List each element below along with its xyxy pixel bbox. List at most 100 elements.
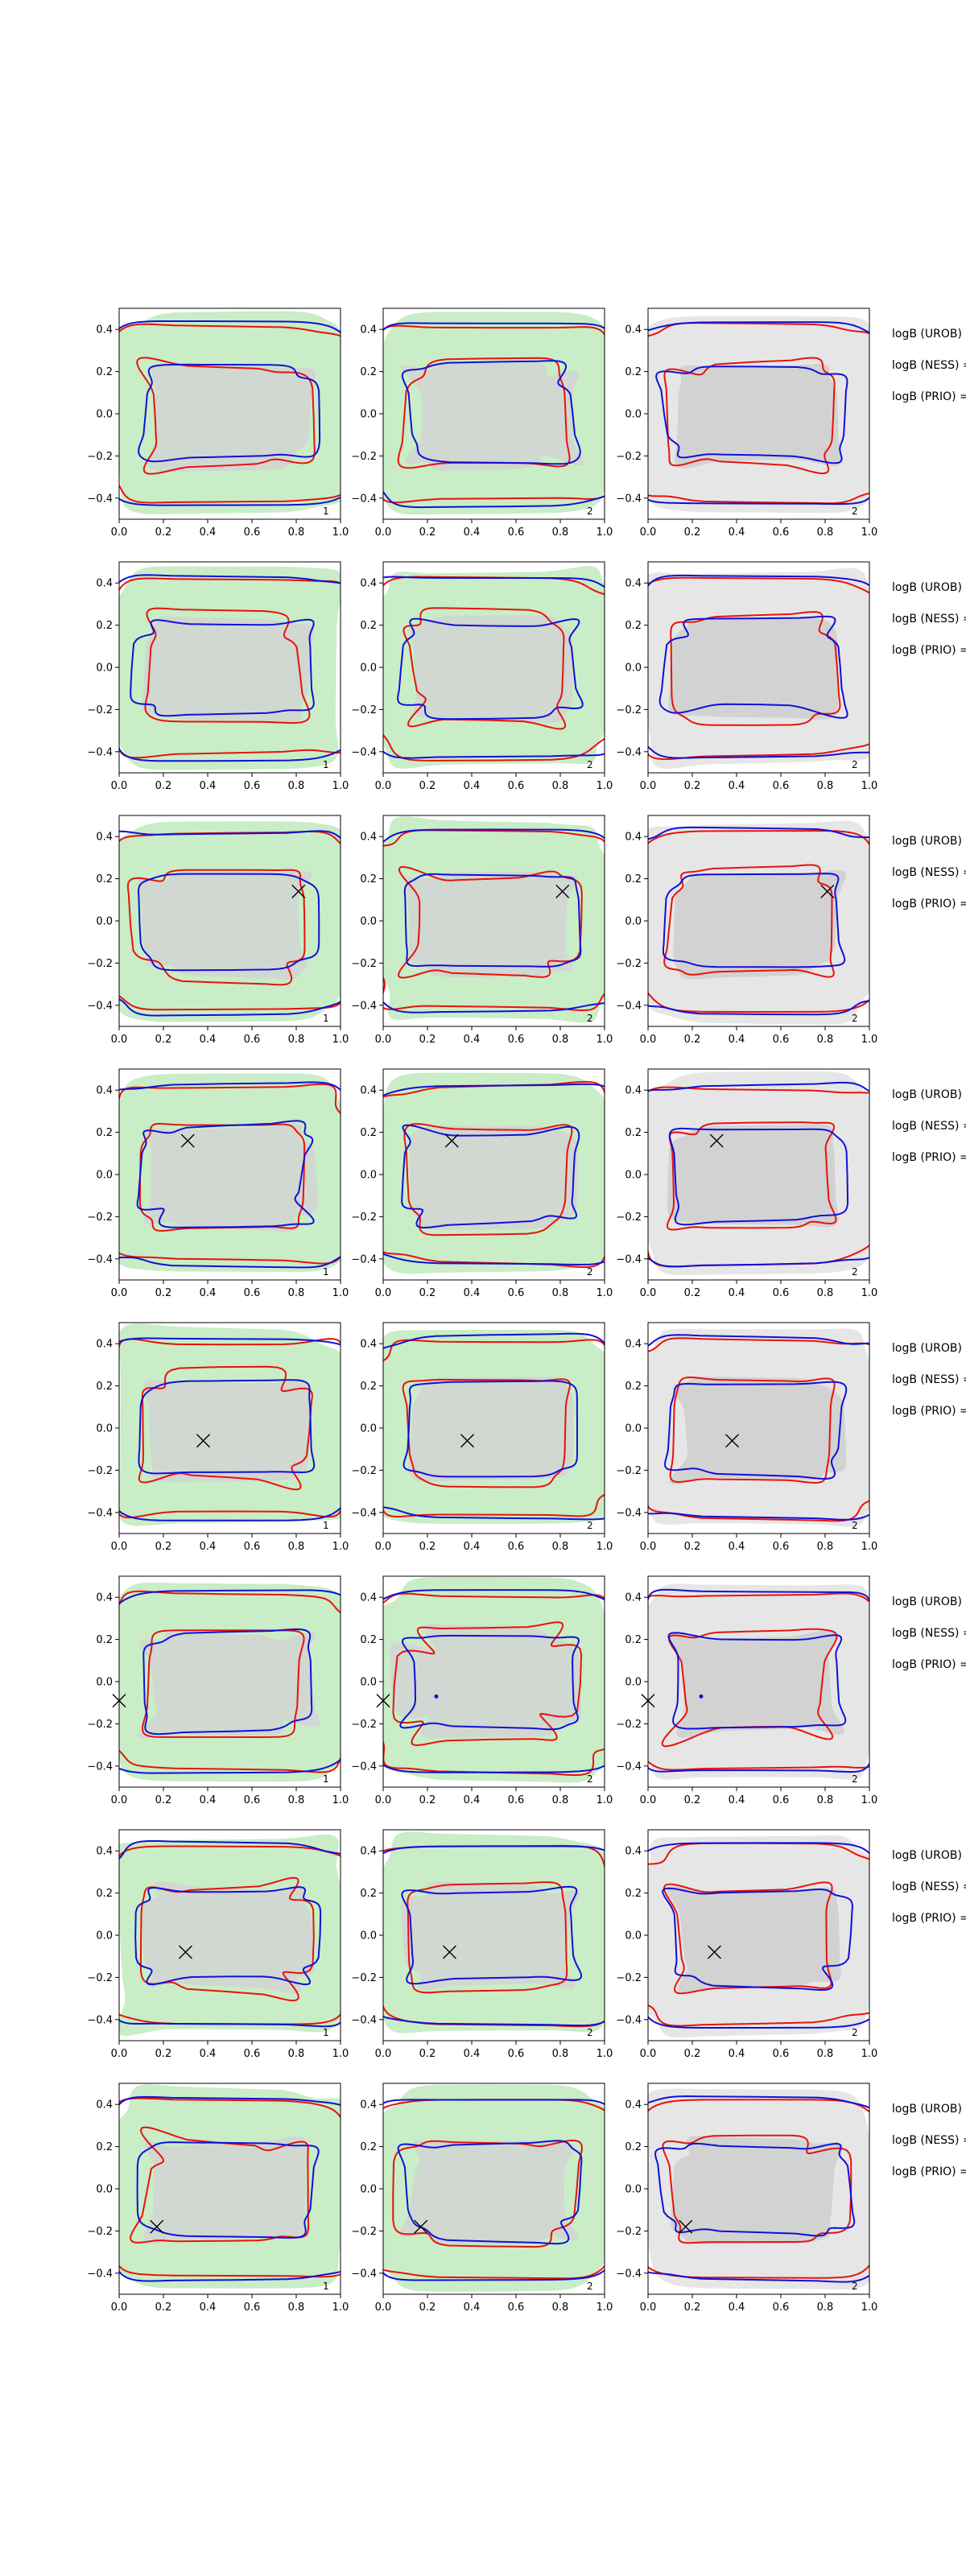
red-inner-contour <box>142 1629 305 1738</box>
x-tick-label: 1.0 <box>597 1034 613 1046</box>
panel-r5-c2: 2 0.0 0.2 0.4 0.6 0.8 1.0 0.4 0.2 0.0 −0.2 −0.4 <box>351 1322 613 1553</box>
x-tick-label: 0.4 <box>464 2301 481 2314</box>
x-tick-label: 0.0 <box>111 2048 128 2060</box>
blue-inner-contour <box>668 1127 849 1226</box>
inner-density-region <box>408 1377 574 1483</box>
panel-number: 2 <box>852 2027 858 2038</box>
panel-r8-c2: 2 0.0 0.2 0.4 0.6 0.8 1.0 0.4 0.2 0.0 −0.2 −0.4 <box>351 2083 613 2314</box>
logb-label: logB (UROB) = <box>892 1596 966 1608</box>
blue-inner-contour <box>397 2140 583 2245</box>
y-tick-label: −0.2 <box>616 1719 642 1731</box>
logb-label: logB (NESS) = <box>892 1880 966 1893</box>
x-tick-label: 1.0 <box>861 526 878 539</box>
y-tick-label: 0.4 <box>625 1846 642 1858</box>
x-tick-label: 0.8 <box>288 1034 305 1046</box>
inner-density-region <box>675 363 841 469</box>
red-inner-contour <box>666 1121 837 1231</box>
x-tick-label: 0.4 <box>200 1287 217 1299</box>
y-tick-label: 0.2 <box>360 1634 377 1646</box>
x-tick-label: 0.8 <box>288 780 305 792</box>
y-tick-label: 0.4 <box>360 1592 377 1604</box>
red-outer-contour <box>119 831 341 1011</box>
row-label-group: logB (UROB) = logB (NESS) = logB (PRIO) = <box>892 581 966 657</box>
x-tick-label: 0.2 <box>155 1541 172 1553</box>
x-tick-label: 0.6 <box>244 2301 261 2314</box>
x-tick-label: 0.0 <box>640 1034 657 1046</box>
row-label-group: logB (UROB) = logB (NESS) = logB (PRIO) = <box>892 1849 966 1925</box>
inner-density-region <box>143 1123 317 1232</box>
y-tick-label: 0.4 <box>96 1846 113 1858</box>
x-tick-label: 0.0 <box>640 1287 657 1299</box>
y-tick-label: 0.0 <box>96 916 113 928</box>
x-tick-label: 0.6 <box>244 1794 261 1806</box>
x-tick-label: 0.2 <box>684 780 701 792</box>
red-outer-contour <box>648 1842 869 2027</box>
x-marker <box>414 2219 428 2234</box>
x-tick-label: 0.2 <box>684 526 701 539</box>
x-tick-label: 0.2 <box>684 1287 701 1299</box>
y-tick-label: 0.4 <box>96 2099 113 2112</box>
blue-inner-contour <box>136 2141 320 2239</box>
x-tick-label: 0.0 <box>640 2301 657 2314</box>
panel-r7-c3: 2 0.0 0.2 0.4 0.6 0.8 1.0 0.4 0.2 0.0 −0.2 −0.4 <box>616 1829 877 2060</box>
y-tick-label: 0.2 <box>360 1127 377 1139</box>
panel-number: 1 <box>323 1266 329 1278</box>
y-tick-label: −0.2 <box>351 1719 377 1731</box>
x-marker <box>725 1434 739 1448</box>
blue-outer-contour <box>383 576 605 759</box>
x-tick-label: 0.0 <box>111 2301 128 2314</box>
blue-outer-contour <box>119 1081 341 1269</box>
inner-density-region <box>399 2140 580 2244</box>
y-tick-label: −0.2 <box>351 958 377 970</box>
y-tick-label: −0.2 <box>616 958 642 970</box>
logb-label: logB (NESS) = <box>892 2134 966 2147</box>
panel-number: 2 <box>852 759 858 770</box>
x-tick-label: 0.0 <box>640 526 657 539</box>
blue-outer-contour <box>648 574 869 759</box>
blue-outer-contour <box>119 1589 341 1774</box>
y-tick-label: −0.2 <box>87 451 113 463</box>
y-tick-label: −0.2 <box>351 1972 377 1984</box>
inner-density-region <box>671 2136 844 2244</box>
x-tick-label: 0.0 <box>375 526 392 539</box>
y-tick-label: −0.4 <box>351 1000 377 1012</box>
x-tick-label: 0.8 <box>288 1794 305 1806</box>
x-tick-label: 0.6 <box>244 1034 261 1046</box>
blue-outer-contour <box>119 1839 341 2028</box>
logb-label: logB (PRIO) = <box>892 1405 966 1418</box>
y-tick-label: 0.2 <box>360 1888 377 1900</box>
y-tick-label: 0.4 <box>625 1085 642 1097</box>
x-tick-label: 0.4 <box>464 1541 481 1553</box>
y-tick-label: 0.2 <box>360 366 377 378</box>
blue-outer-contour <box>119 1337 341 1521</box>
red-outer-contour <box>648 576 869 761</box>
panel-number: 2 <box>587 1266 593 1278</box>
blue-outer-contour <box>648 2095 869 2283</box>
y-tick-label: −0.4 <box>87 2014 113 2026</box>
x-tick-label: 0.8 <box>817 1541 834 1553</box>
y-tick-label: 0.4 <box>96 832 113 844</box>
blue-outer-contour <box>383 1589 605 1773</box>
blue-inner-contour <box>138 1379 316 1475</box>
x-tick-label: 0.4 <box>200 1541 217 1553</box>
y-tick-label: −0.2 <box>616 2226 642 2238</box>
x-tick-label: 0.8 <box>552 1034 569 1046</box>
panel-r8-c1: 1 0.0 0.2 0.4 0.6 0.8 1.0 0.4 0.2 0.0 −0.2 −0.4 <box>87 2083 349 2314</box>
y-tick-label: −0.2 <box>87 1972 113 1984</box>
y-tick-label: 0.4 <box>625 324 642 336</box>
red-outer-contour <box>383 324 605 504</box>
y-tick-label: 0.2 <box>625 1381 642 1393</box>
x-tick-label: 0.6 <box>773 780 790 792</box>
x-marker <box>179 1945 192 1959</box>
y-tick-label: 0.4 <box>625 2099 642 2112</box>
logb-label: logB (PRIO) = <box>892 898 966 910</box>
red-inner-contour <box>392 1621 583 1746</box>
panel-number: 1 <box>323 1013 329 1024</box>
blue-inner-contour <box>130 618 315 717</box>
panel-r3-c1: 1 0.0 0.2 0.4 0.6 0.8 1.0 0.4 0.2 0.0 −0.2 −0.4 <box>87 815 349 1046</box>
red-outer-contour <box>119 323 341 504</box>
x-tick-label: 1.0 <box>861 1541 878 1553</box>
x-tick-label: 1.0 <box>861 1794 878 1806</box>
x-marker <box>180 1133 195 1148</box>
x-tick-label: 0.6 <box>773 2301 790 2314</box>
